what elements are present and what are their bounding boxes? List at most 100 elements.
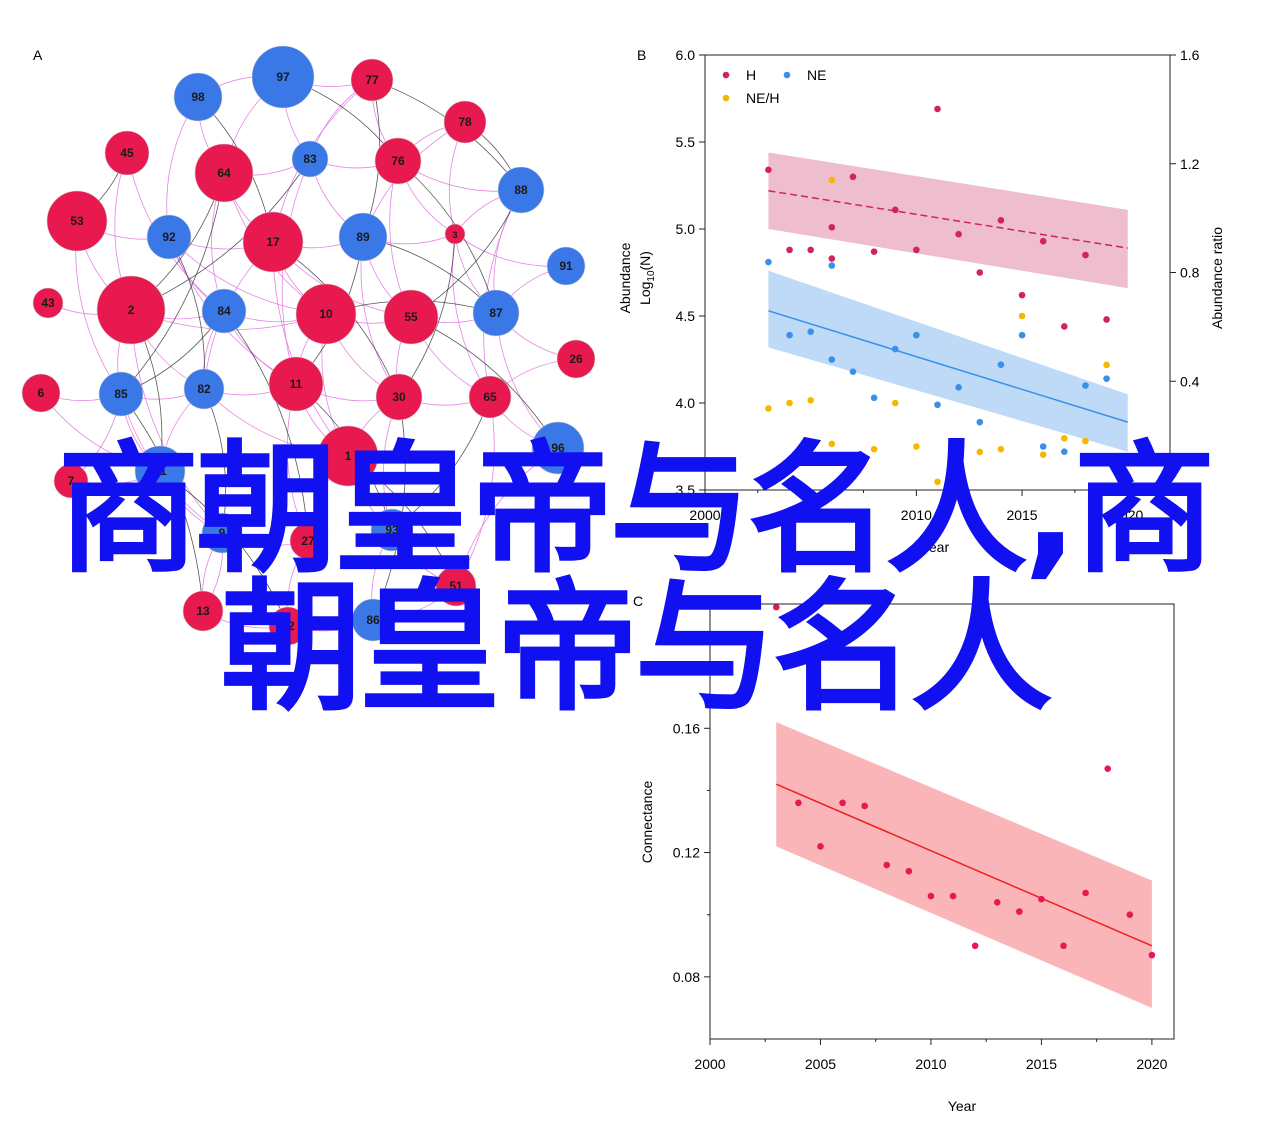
x-tick-label: 2000 — [694, 1056, 725, 1072]
data-point-ne — [1061, 448, 1068, 456]
abundance-y2label: Abundance ratio — [1209, 227, 1225, 329]
network-node-label: 6 — [38, 386, 45, 400]
x-tick-label: 2010 — [915, 1056, 946, 1072]
y2-tick-label: 0.0 — [1180, 482, 1200, 498]
data-point — [1082, 889, 1089, 897]
overlay-title-line-1: 商朝皇帝与名人,商 — [57, 428, 1216, 593]
network-node: 55 — [383, 289, 439, 345]
y2-tick-label: 1.6 — [1180, 47, 1200, 63]
x-tick-label: 2020 — [1136, 1056, 1167, 1072]
network-node-circle — [338, 212, 388, 262]
data-point-h — [765, 166, 772, 174]
y-tick-label: 4.5 — [676, 308, 696, 324]
data-point — [883, 861, 891, 869]
data-point-ne-h — [913, 443, 920, 450]
x-tick-label: 2005 — [795, 507, 826, 523]
network-node: 45 — [104, 130, 150, 176]
data-point-ne — [997, 361, 1005, 369]
connectance-axes: 2000 2005 2010 2015 2020 0.08 0.12 0.16 0.20 — [673, 596, 1168, 1072]
network-node-label: 85 — [114, 387, 128, 401]
data-point-ne — [1039, 443, 1047, 450]
network-edge — [223, 310, 309, 542]
network-node-label: 98 — [191, 90, 205, 104]
network-node-circle — [98, 371, 144, 417]
data-point-ne-h — [807, 396, 814, 404]
legend-marker-h — [722, 71, 730, 79]
panel-label-b: B — [637, 47, 646, 63]
data-point-ne — [1103, 375, 1110, 382]
network-node-label: 30 — [392, 390, 406, 404]
x-tick-label: 2010 — [901, 507, 932, 523]
network-node-label: 26 — [569, 352, 583, 366]
network-node-circle — [268, 606, 308, 646]
confidence-band-h — [768, 152, 1128, 289]
network-node-circle — [295, 283, 357, 345]
network-node: 53 — [46, 190, 108, 252]
data-point-ne-h — [891, 399, 899, 407]
data-point-h — [828, 223, 836, 231]
network-node: 96 — [531, 421, 585, 475]
network-node-label: 81 — [153, 464, 167, 478]
abundance-confidence-bands — [768, 152, 1128, 452]
x-tick-label: 2015 — [1026, 1056, 1057, 1072]
network-node: 30 — [375, 373, 423, 421]
network-node: 92 — [146, 214, 192, 260]
network-node-label: 53 — [70, 214, 84, 228]
network-node-circle — [183, 368, 225, 410]
data-point-h — [1039, 237, 1047, 245]
data-point-ne-h — [786, 399, 793, 407]
network-node-label: 7 — [68, 474, 75, 488]
overlay-title-line-2: 朝皇帝与名人 — [220, 566, 1053, 731]
network-node-circle — [351, 598, 395, 642]
network-node-circle — [383, 289, 439, 345]
data-point-ne-h — [870, 445, 878, 453]
network-node-circle — [370, 508, 414, 552]
network-node-circle — [96, 275, 166, 345]
abundance-panel: B 2000 2005 2010 2015 2020 3.5 4.0 4.5 5.0 5.5 6.0… — [617, 47, 1225, 555]
network-node-circle — [21, 373, 61, 413]
network-node-circle — [134, 445, 186, 497]
data-point-ne-h — [934, 478, 941, 486]
network-node-label: 51 — [449, 579, 463, 593]
network-node: 89 — [338, 212, 388, 262]
data-point-ne — [828, 262, 836, 269]
fit-line-ne — [768, 310, 1128, 423]
data-point-ne-h — [1061, 435, 1068, 442]
network-edge — [120, 172, 225, 395]
network-node: 3 — [444, 223, 466, 245]
network-node: 2 — [96, 275, 166, 345]
y-tick-label: 5.5 — [676, 134, 696, 150]
network-node: 88 — [497, 166, 545, 214]
data-point — [839, 799, 846, 807]
network-node: 86 — [351, 598, 395, 642]
data-point-h — [955, 230, 962, 238]
network-node-circle — [317, 425, 379, 487]
y2-tick-label: 0.4 — [1180, 373, 1200, 389]
abundance-fit-lines — [768, 189, 1128, 423]
network-node: 97 — [251, 45, 315, 109]
connectance-panel: C 2000 2005 2010 2015 2020 0.08 0.12 0.16 0.20 C… — [633, 593, 1175, 1114]
network-edge — [120, 393, 204, 612]
data-point — [1060, 942, 1067, 950]
network-node: 13 — [182, 590, 224, 632]
abundance-axes: 2000 2005 2010 2015 2020 3.5 4.0 4.5 5.0 5.5 6.0 0.… — [676, 47, 1200, 523]
network-node-label: 96 — [551, 441, 565, 455]
data-point-ne-h — [1103, 361, 1110, 369]
network-node: 6 — [21, 373, 61, 413]
panel-label-c: C — [633, 593, 643, 609]
data-point-h — [828, 255, 836, 262]
network-edge — [281, 158, 311, 385]
network-node: 26 — [556, 339, 596, 379]
network-node: 9 — [201, 512, 243, 554]
data-point-ne — [849, 368, 857, 375]
fit-line — [775, 783, 1153, 947]
network-node-circle — [182, 590, 224, 632]
y-tick-label: 6.0 — [676, 47, 696, 63]
network-node: 82 — [183, 368, 225, 410]
network-node: 65 — [468, 375, 512, 419]
connectance-xlabel: Year — [948, 1098, 977, 1114]
network-node-label: 9 — [219, 526, 226, 540]
network-node-circle — [201, 512, 243, 554]
data-point-ne — [1018, 331, 1026, 339]
